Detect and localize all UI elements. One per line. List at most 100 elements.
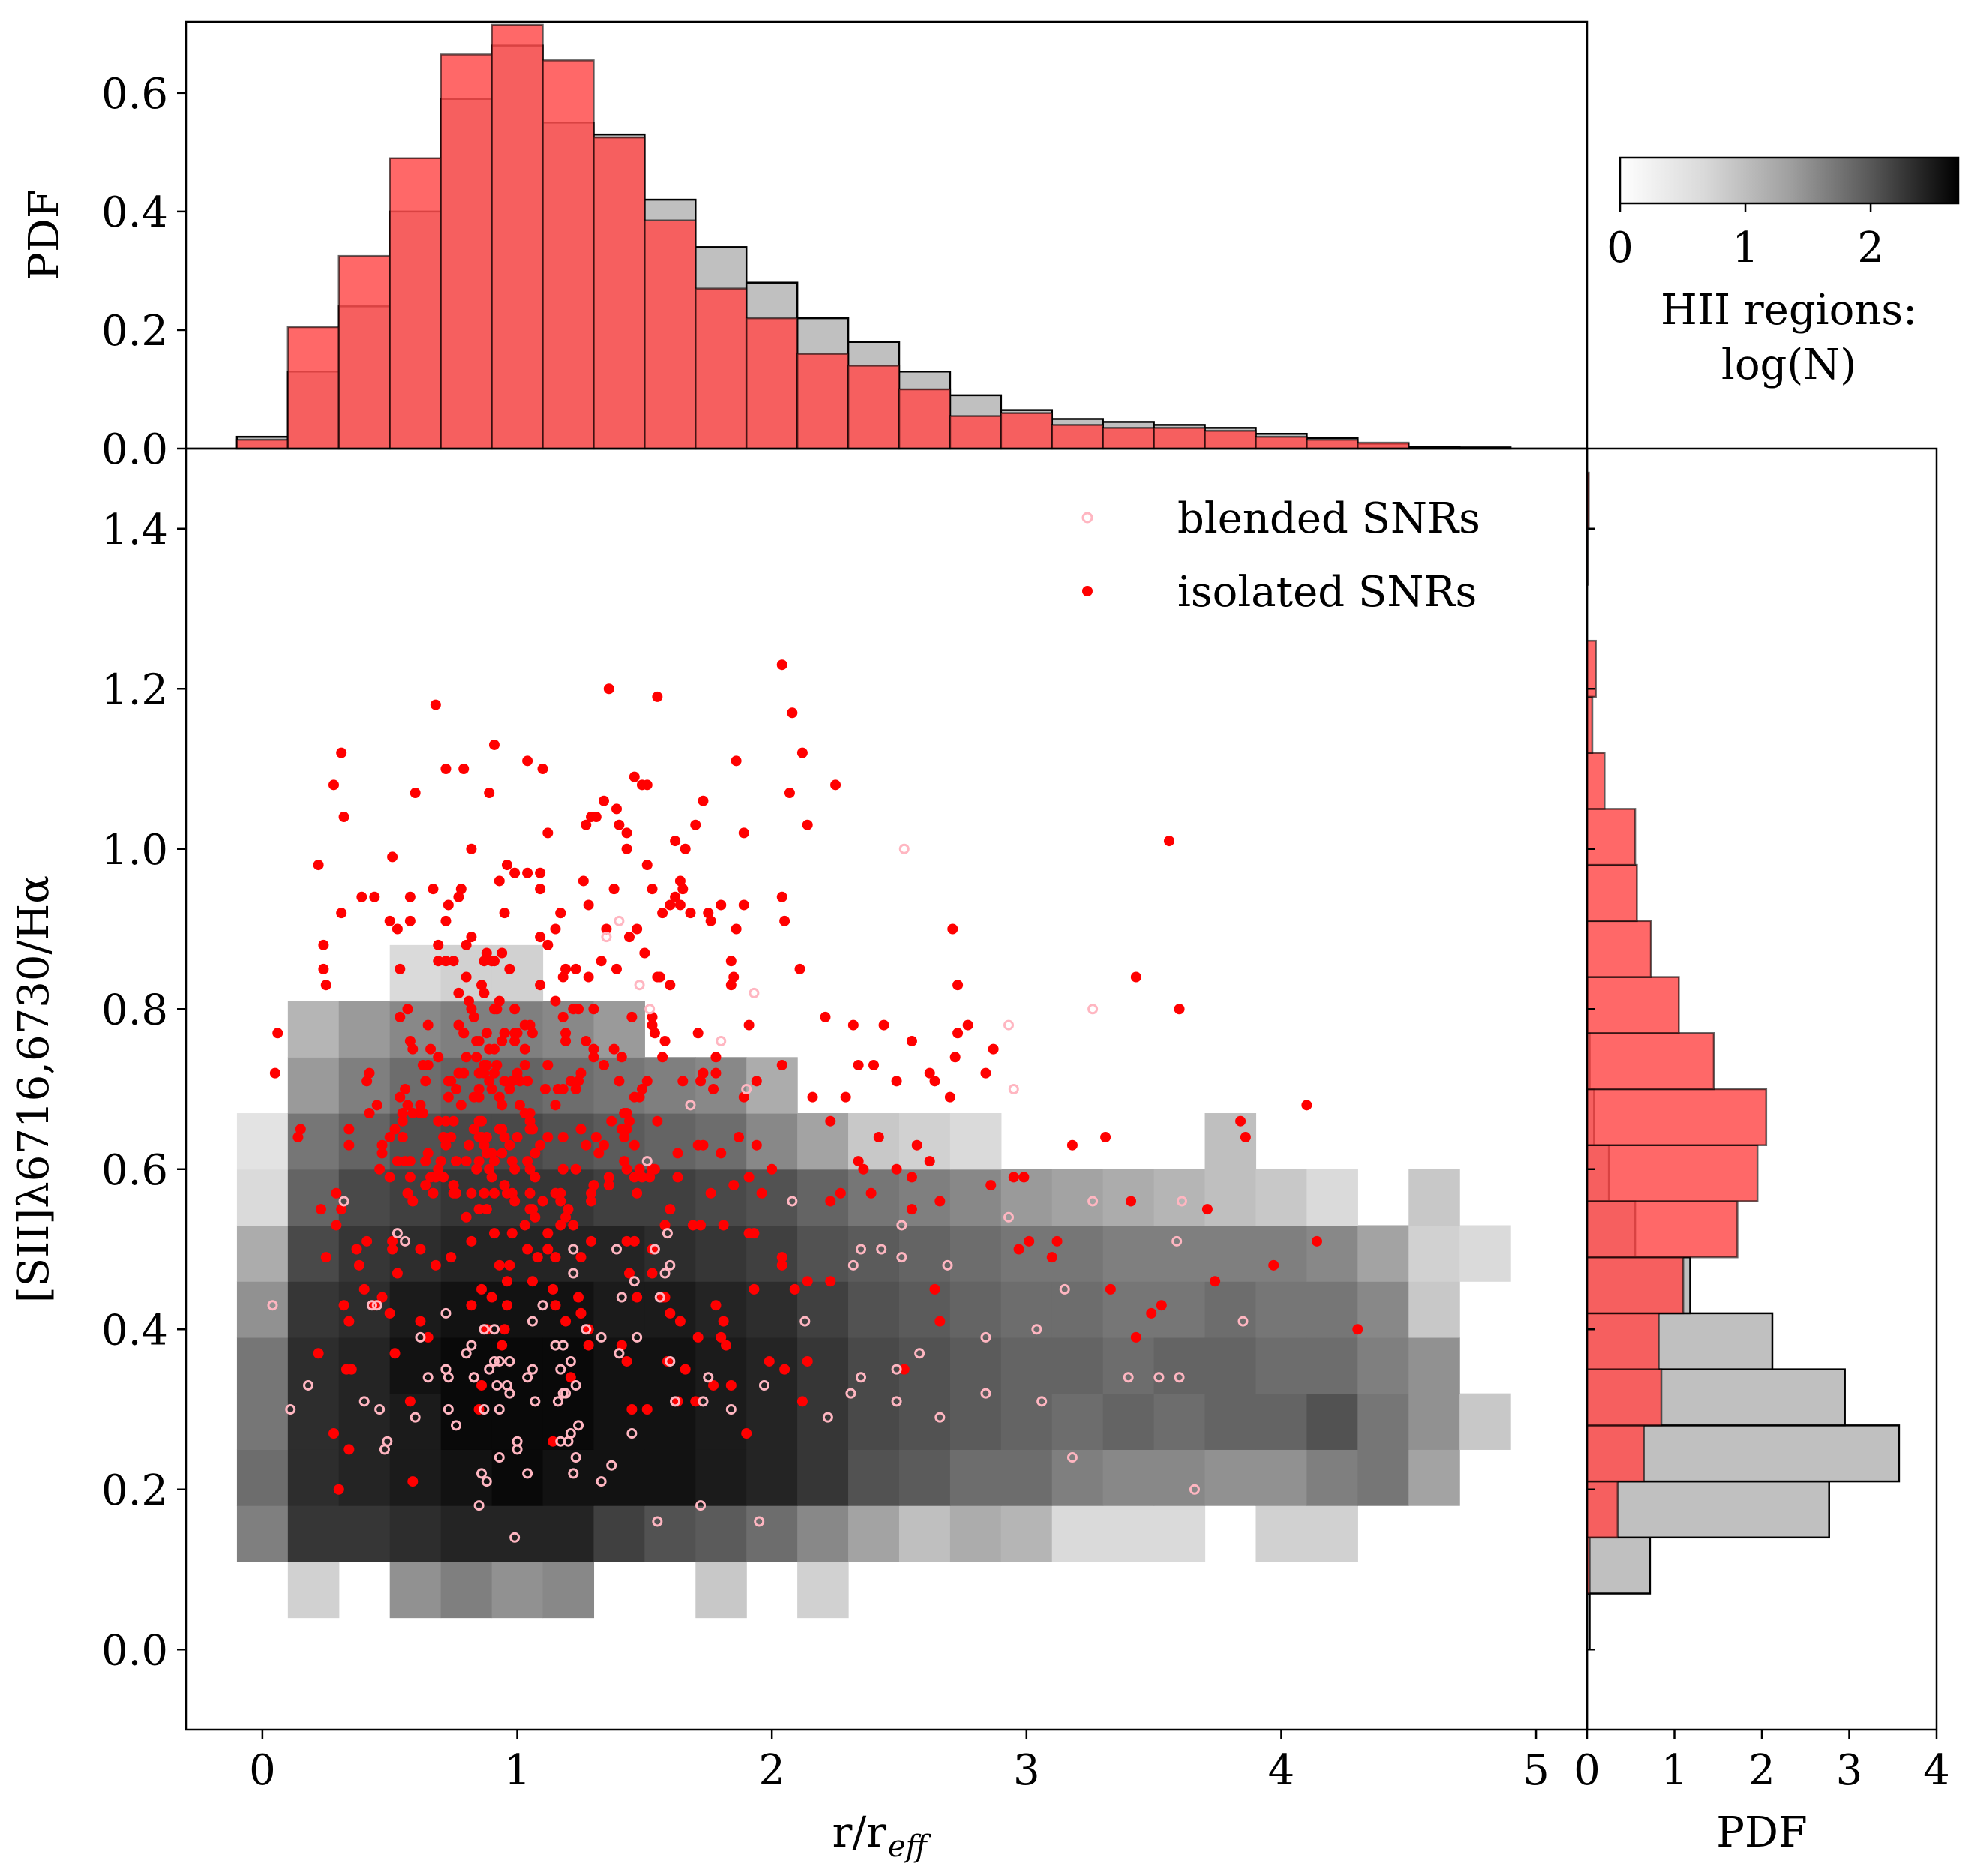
hii-density-cell bbox=[236, 1505, 289, 1562]
isolated-snr-point bbox=[586, 1187, 597, 1199]
isolated-snr-point bbox=[616, 1124, 627, 1135]
blended-snr-point bbox=[285, 1404, 296, 1415]
isolated-snr-point bbox=[646, 1163, 658, 1175]
isolated-snr-point bbox=[878, 1019, 890, 1031]
hii-density-cell bbox=[1102, 1505, 1155, 1562]
main-x-axis: 0 1 2 3 4 5 bbox=[249, 1730, 1550, 1795]
isolated-snr-point bbox=[506, 1228, 518, 1239]
isolated-snr-point bbox=[542, 1059, 554, 1070]
isolated-snr-point bbox=[1210, 1276, 1221, 1287]
isolated-snr-point bbox=[776, 891, 788, 902]
isolated-snr-point bbox=[509, 1196, 520, 1207]
isolated-snr-point bbox=[575, 1067, 586, 1079]
blended-snr-point bbox=[440, 1307, 452, 1319]
isolated-snr-point bbox=[807, 1091, 818, 1103]
hii-density-cell bbox=[644, 1449, 696, 1506]
blended-snr-point bbox=[1172, 1235, 1183, 1247]
top-snr-bar bbox=[745, 317, 799, 450]
hii-density-cell bbox=[1052, 1337, 1104, 1394]
blended-snr-point bbox=[565, 1428, 576, 1439]
isolated-snr-point bbox=[451, 1084, 462, 1094]
hii-density-cell bbox=[1358, 1449, 1409, 1506]
isolated-snr-point bbox=[557, 971, 568, 983]
isolated-snr-point bbox=[929, 1076, 940, 1087]
hii-density-cell bbox=[797, 1281, 849, 1338]
isolated-snr-point bbox=[501, 1300, 512, 1311]
isolated-snr-point bbox=[524, 1163, 536, 1175]
isolated-snr-point bbox=[980, 1067, 992, 1079]
isolated-snr-point bbox=[486, 956, 497, 967]
isolated-snr-point bbox=[442, 1091, 454, 1103]
blended-snr-point bbox=[659, 1268, 670, 1279]
isolated-snr-point bbox=[662, 1355, 673, 1367]
isolated-snr-point bbox=[728, 971, 740, 983]
isolated-snr-point bbox=[748, 1228, 760, 1239]
isolated-snr-point bbox=[506, 1076, 518, 1087]
top-histogram-bars bbox=[236, 23, 1512, 450]
isolated-snr-point bbox=[415, 1316, 426, 1327]
isolated-snr-point bbox=[440, 915, 452, 926]
isolated-snr-point bbox=[318, 963, 329, 974]
isolated-snr-point bbox=[911, 1139, 922, 1151]
blended-snr-point bbox=[703, 1372, 714, 1383]
blended-snr-point bbox=[478, 1404, 490, 1415]
isolated-snr-point bbox=[336, 1204, 347, 1215]
isolated-snr-point bbox=[1163, 836, 1174, 847]
isolated-snr-point bbox=[440, 764, 452, 774]
blended-snr-point bbox=[557, 1388, 568, 1399]
blended-snr-point bbox=[400, 1235, 411, 1247]
isolated-snr-point bbox=[692, 1331, 704, 1343]
isolated-snr-point bbox=[674, 899, 686, 911]
isolated-snr-point bbox=[557, 1084, 568, 1094]
isolated-snr-point bbox=[542, 1132, 554, 1143]
isolated-snr-point bbox=[738, 899, 749, 911]
isolated-snr-point bbox=[488, 1004, 500, 1015]
isolated-snr-point bbox=[698, 795, 709, 806]
isolated-snr-point bbox=[422, 1148, 434, 1159]
isolated-snr-point bbox=[420, 1076, 431, 1087]
isolated-snr-point bbox=[716, 899, 727, 911]
hii-density-cell bbox=[1460, 1393, 1511, 1450]
isolated-snr-point bbox=[471, 1035, 482, 1046]
isolated-snr-point bbox=[575, 1307, 586, 1319]
isolated-snr-point bbox=[374, 1163, 386, 1175]
colorbar-tick-label: 1 bbox=[1732, 224, 1759, 272]
isolated-snr-point bbox=[496, 947, 508, 959]
isolated-snr-point bbox=[776, 1252, 788, 1263]
top-y-tick-label: 0.4 bbox=[101, 188, 168, 237]
isolated-snr-point bbox=[448, 1180, 459, 1191]
isolated-snr-point bbox=[560, 1211, 572, 1223]
y-tick-label: 1.0 bbox=[101, 826, 168, 875]
isolated-snr-point bbox=[598, 1059, 610, 1070]
x-tick-label: 1 bbox=[504, 1746, 531, 1795]
hii-density-cell bbox=[389, 1561, 442, 1619]
hii-density-cell bbox=[287, 1169, 340, 1226]
isolated-snr-point bbox=[338, 1300, 350, 1311]
isolated-snr-point bbox=[446, 1132, 457, 1143]
isolated-snr-point bbox=[351, 1244, 362, 1255]
isolated-snr-point bbox=[320, 1252, 332, 1263]
isolated-snr-point bbox=[590, 1132, 602, 1143]
legend-blended-label: blended SNRs bbox=[1178, 494, 1480, 543]
isolated-snr-point bbox=[328, 1428, 339, 1439]
isolated-snr-point bbox=[596, 956, 607, 967]
isolated-snr-point bbox=[404, 1035, 416, 1046]
isolated-snr-point bbox=[593, 1148, 604, 1159]
isolated-snr-point bbox=[481, 947, 492, 959]
x-tick-label: 0 bbox=[249, 1746, 276, 1795]
hii-density-cell bbox=[1204, 1169, 1257, 1226]
isolated-snr-point bbox=[614, 819, 625, 830]
hii-density-cell bbox=[593, 1001, 645, 1058]
blended-snr-point bbox=[725, 1404, 736, 1415]
hii-density-cell bbox=[898, 1225, 951, 1282]
blended-snr-point bbox=[664, 1355, 676, 1367]
blended-snr-point bbox=[601, 932, 612, 943]
isolated-snr-point bbox=[583, 899, 594, 911]
y-tick-label: 0.2 bbox=[101, 1466, 168, 1515]
isolated-snr-point bbox=[565, 1372, 576, 1383]
isolated-snr-point bbox=[460, 971, 472, 983]
blended-snr-point bbox=[685, 1100, 696, 1111]
isolated-snr-point bbox=[586, 1196, 597, 1207]
blended-snr-point bbox=[568, 1244, 579, 1255]
isolated-snr-point bbox=[716, 1148, 727, 1159]
